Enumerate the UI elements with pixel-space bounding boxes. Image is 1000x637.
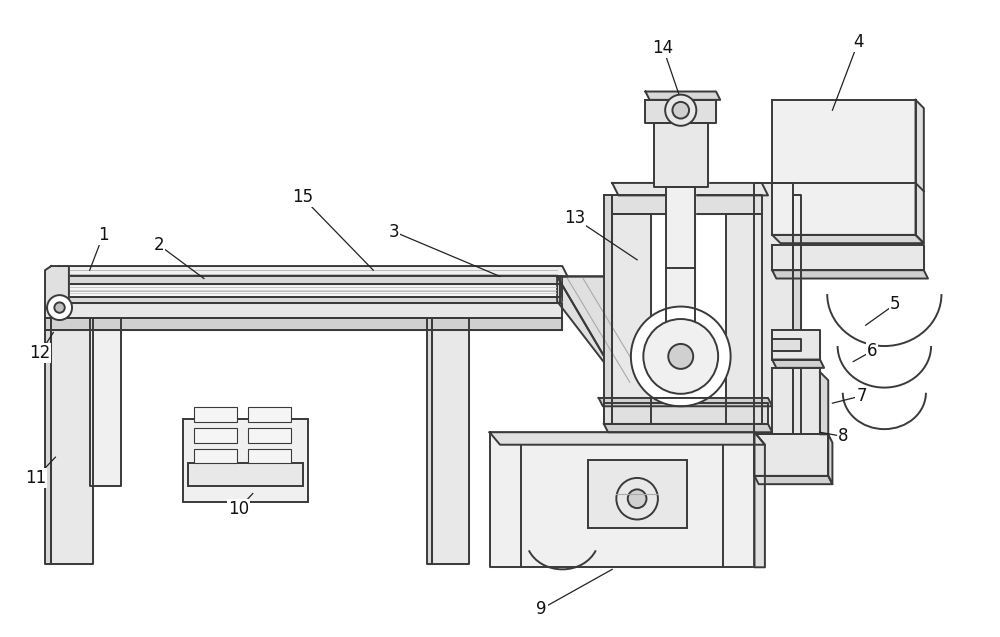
Polygon shape [59,276,560,283]
Polygon shape [793,196,801,434]
Circle shape [643,319,718,394]
Text: 10: 10 [228,500,249,518]
Polygon shape [432,318,469,564]
Polygon shape [666,187,695,341]
Circle shape [665,95,696,126]
Polygon shape [45,266,69,311]
Text: 3: 3 [389,223,399,241]
Text: 7: 7 [856,387,867,405]
Circle shape [668,344,693,369]
Polygon shape [654,123,708,187]
Circle shape [47,295,72,320]
Text: 11: 11 [25,469,46,487]
Polygon shape [828,434,832,484]
Polygon shape [772,359,824,368]
Polygon shape [427,318,432,564]
Text: 9: 9 [536,600,547,618]
Bar [588,461,687,528]
Circle shape [631,306,731,406]
Text: 2: 2 [154,236,165,254]
Polygon shape [820,372,828,434]
Circle shape [616,478,658,520]
Polygon shape [59,266,568,276]
Text: 13: 13 [564,210,585,227]
Polygon shape [754,434,828,476]
Bar [248,428,291,443]
Polygon shape [612,214,651,424]
Bar [194,407,237,422]
Text: 8: 8 [838,427,848,445]
Bar [194,428,237,443]
Polygon shape [59,297,560,303]
Polygon shape [772,270,928,278]
Bar [188,463,303,486]
Bar [183,419,308,502]
Polygon shape [645,100,716,123]
Text: 12: 12 [29,345,50,362]
Text: 1: 1 [98,226,109,244]
Polygon shape [645,92,720,100]
Polygon shape [490,433,754,568]
Polygon shape [45,318,562,331]
Polygon shape [604,424,772,433]
Text: 14: 14 [653,39,674,57]
Polygon shape [754,433,765,568]
Polygon shape [59,276,562,301]
Text: 15: 15 [292,189,313,206]
Polygon shape [612,183,768,196]
Polygon shape [599,398,772,406]
Polygon shape [612,196,762,214]
Polygon shape [726,214,762,424]
Polygon shape [45,318,51,564]
Polygon shape [772,100,916,235]
Bar [248,449,291,463]
Text: 6: 6 [867,342,877,360]
Polygon shape [916,100,924,243]
Polygon shape [51,318,93,564]
Bar [248,407,291,422]
Text: 4: 4 [853,32,864,51]
Circle shape [54,303,65,313]
Polygon shape [772,245,924,270]
Polygon shape [772,331,820,359]
Polygon shape [754,183,793,434]
Circle shape [672,102,689,118]
Circle shape [628,489,646,508]
Polygon shape [604,403,768,424]
Polygon shape [557,276,666,382]
Polygon shape [90,318,121,486]
Polygon shape [772,235,924,243]
Polygon shape [754,476,832,484]
Polygon shape [772,339,801,351]
Polygon shape [772,368,820,434]
Polygon shape [59,283,560,297]
Polygon shape [45,303,562,318]
Polygon shape [557,276,666,382]
Polygon shape [490,433,765,445]
Bar [194,449,237,463]
Text: 5: 5 [889,296,900,313]
Polygon shape [604,196,612,424]
